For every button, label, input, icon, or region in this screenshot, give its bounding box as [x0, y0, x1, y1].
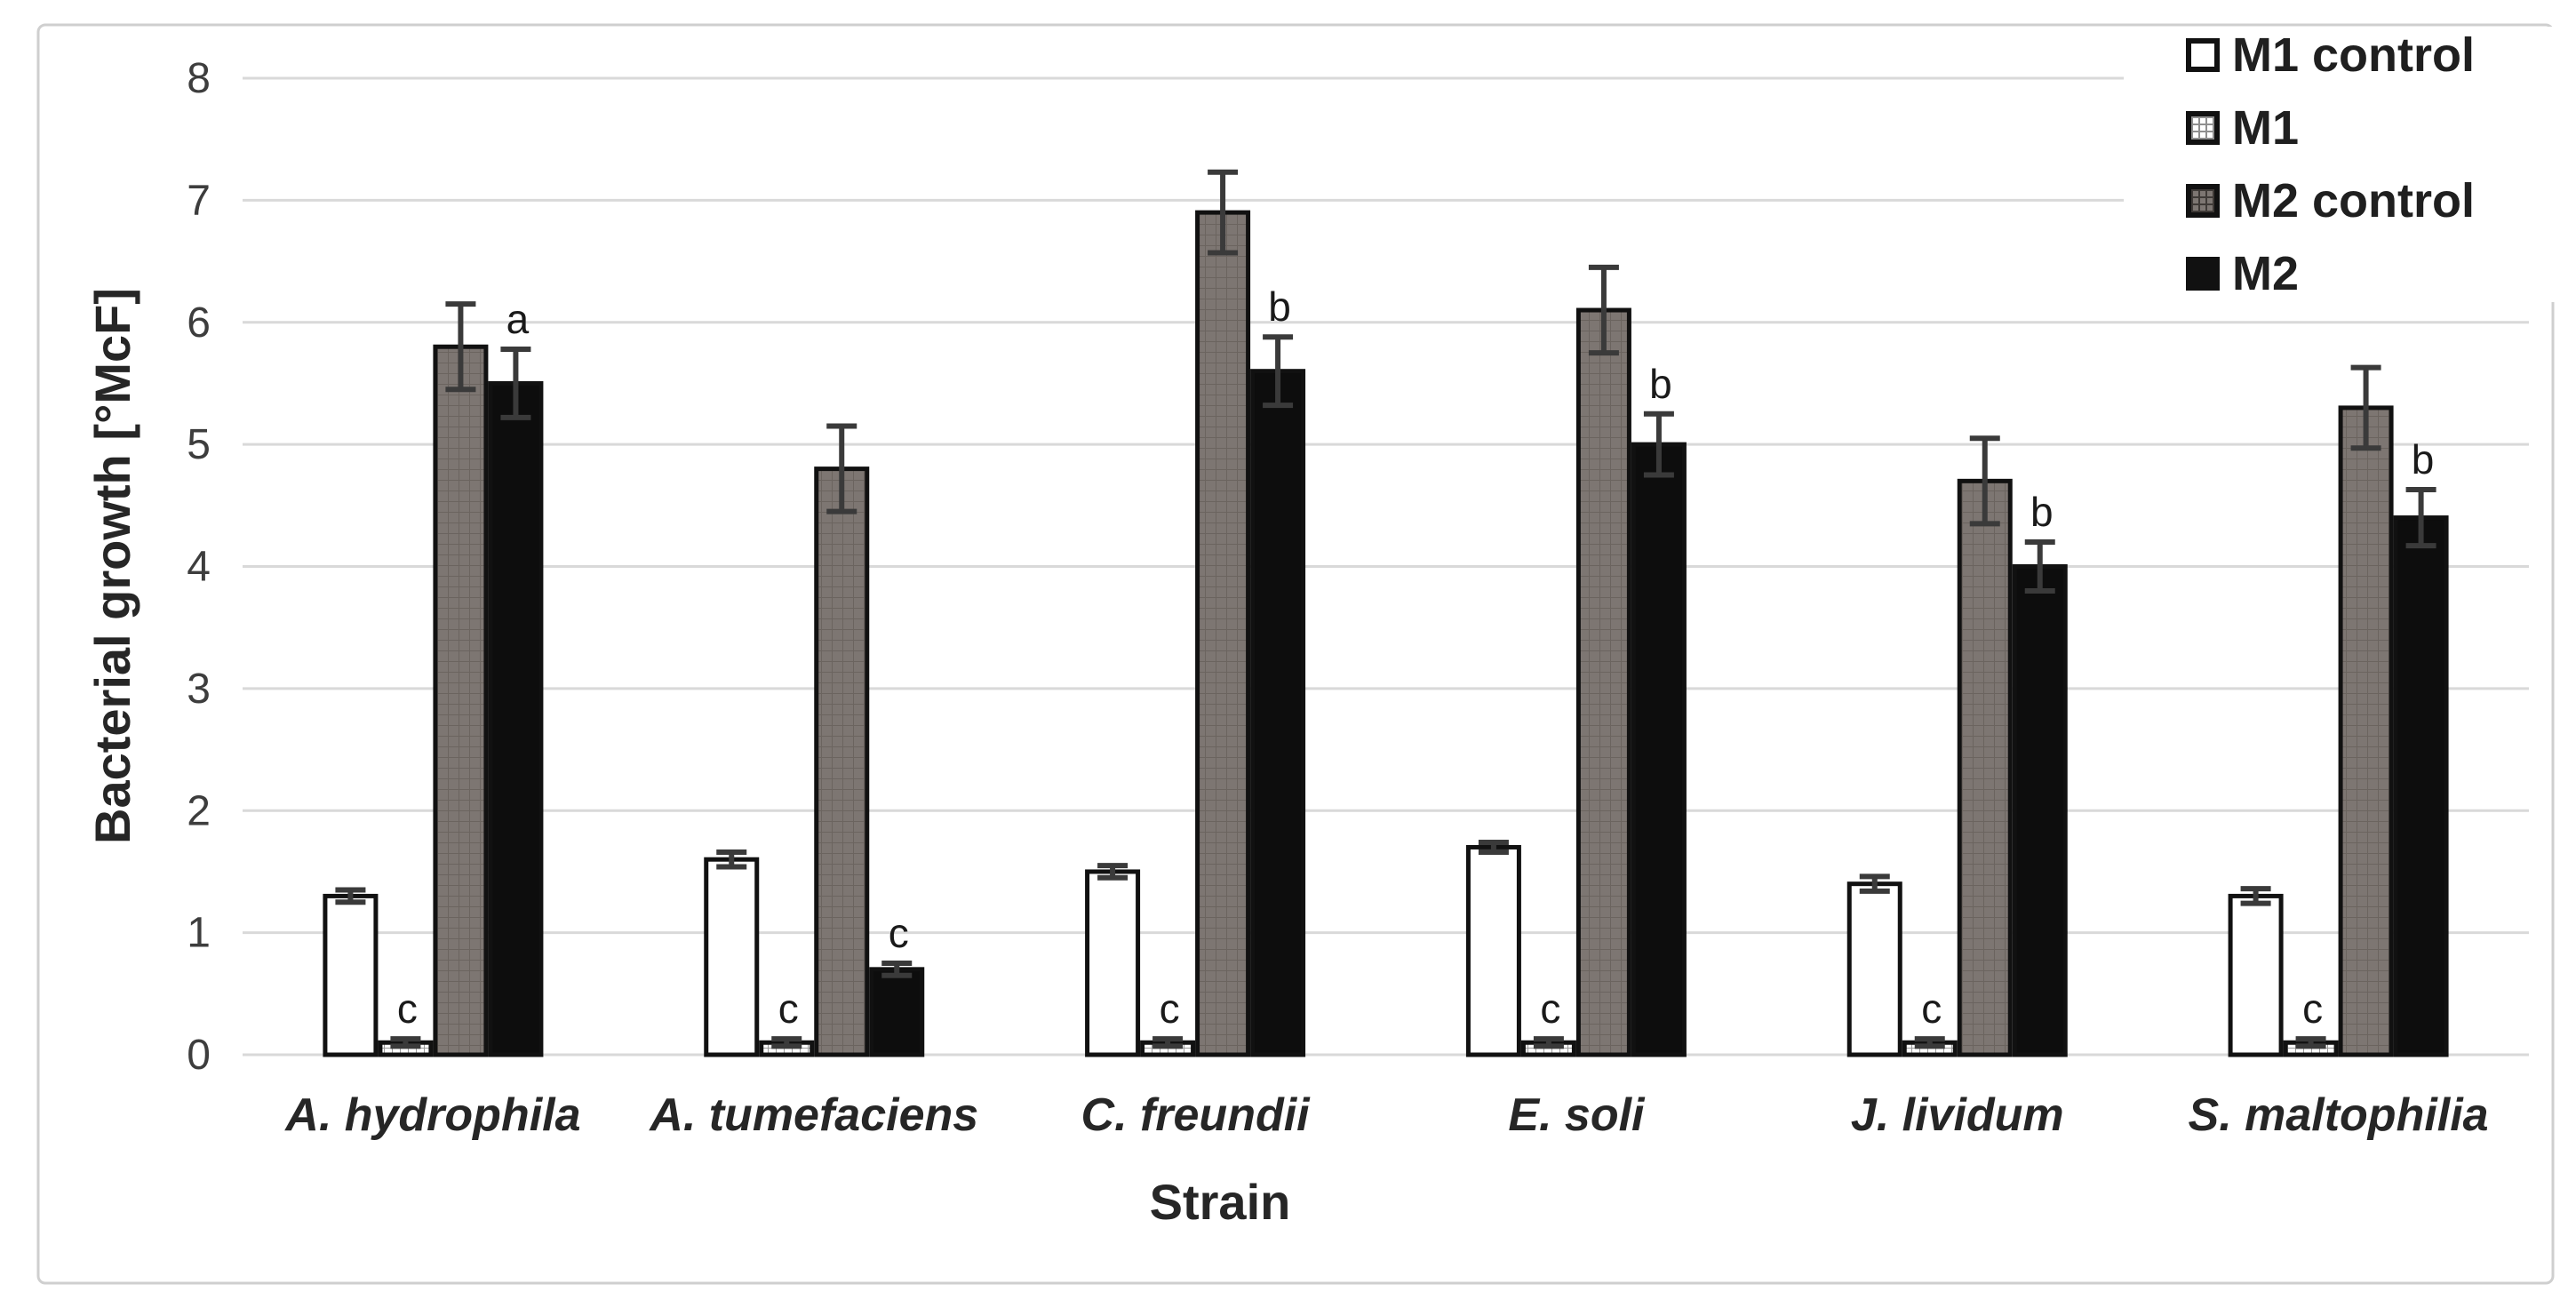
- ytick-label-7: 7: [187, 177, 211, 224]
- ytick-label-6: 6: [187, 299, 211, 347]
- gridlines: [243, 76, 2529, 1057]
- errorbar-m1-control-j-lividum: [1859, 873, 1890, 894]
- bar-m2-s-maltophilia: [2393, 515, 2449, 1057]
- errorbar-m2-control-j-lividum: [1969, 435, 2000, 527]
- legend-label-m2-control: M2 control: [2232, 174, 2476, 227]
- bar-m2-control-a-tumefaciens: [814, 467, 870, 1057]
- bar-m1-control-a-tumefaciens: [704, 857, 760, 1057]
- bar-m1-control-s-maltophilia: [2228, 893, 2284, 1057]
- errorbar-m1-a-tumefaciens: [771, 1036, 802, 1049]
- legend-label-m2: M2: [2232, 247, 2300, 300]
- errorbar-m2-s-maltophilia: [2405, 486, 2436, 549]
- sig-letter-b-m2-c-freundii: b: [1268, 283, 1291, 330]
- errorbar-m2-control-s-maltophilia: [2350, 364, 2381, 451]
- ytick-label-1: 1: [187, 910, 211, 957]
- errorbar-m1-e-soli: [1533, 1036, 1564, 1049]
- bar-m2-c-freundii: [1250, 369, 1306, 1057]
- bar-m2-control-e-soli: [1575, 307, 1631, 1057]
- errorbar-m1-control-c-freundii: [1097, 863, 1128, 881]
- sig-letter-c-m1-e-soli: c: [1540, 985, 1560, 1032]
- errorbar-m1-control-s-maltophilia: [2240, 886, 2271, 906]
- y-axis-tick-labels: 0 1 2 3 4 5 6 7 8: [187, 55, 211, 1079]
- errorbar-m1-control-a-tumefaciens: [716, 849, 747, 870]
- sig-letter-c-m2-a-tumefaciens: c: [889, 910, 909, 956]
- bar-m1-control-j-lividum: [1846, 881, 1902, 1057]
- xtick-label-c-freundii: C. freundii: [1081, 1089, 1312, 1141]
- bar-m2-control-j-lividum: [1957, 478, 2013, 1057]
- errorbar-m2-control-a-hydrophila: [445, 301, 476, 393]
- xtick-label-j-lividum: J. lividum: [1851, 1089, 2064, 1141]
- sig-letter-c-m1-j-lividum: c: [1921, 985, 1942, 1032]
- legend-item-m1: M1: [2186, 101, 2561, 155]
- ytick-label-3: 3: [187, 666, 211, 713]
- bar-m2-e-soli: [1631, 442, 1687, 1057]
- sig-letter-b-m2-j-lividum: b: [2030, 489, 2054, 535]
- sig-letter-c-m1-s-maltophilia: c: [2302, 985, 2323, 1032]
- legend-label-m1-control: M1 control: [2232, 28, 2476, 82]
- sig-letter-c-m1-c-freundii: c: [1160, 985, 1180, 1032]
- bar-m2-control-s-maltophilia: [2338, 405, 2394, 1057]
- ytick-label-8: 8: [187, 55, 211, 102]
- errorbar-m2-a-tumefaciens: [881, 960, 913, 978]
- errorbar-m2-control-e-soli: [1588, 264, 1619, 356]
- errorbar-m1-c-freundii: [1152, 1036, 1184, 1049]
- bar-m1-control-e-soli: [1465, 844, 1521, 1057]
- errorbar-m2-j-lividum: [2024, 539, 2055, 594]
- errorbar-m1-j-lividum: [1914, 1036, 1945, 1049]
- xtick-label-e-soli: E. soli: [1508, 1089, 1646, 1141]
- sig-letter-b-m2-e-soli: b: [1649, 361, 1672, 407]
- sig-letter-c-m1-a-tumefaciens: c: [778, 985, 799, 1032]
- errorbar-m2-control-a-tumefaciens: [826, 423, 857, 514]
- chart-legend: M1 control M1 M2 control M2: [2124, 27, 2561, 302]
- xtick-label-a-tumefaciens: A. tumefaciens: [648, 1089, 978, 1141]
- significance-letters: c c c c c c a c b b b b: [397, 283, 2434, 1032]
- errorbar-m2-c-freundii: [1263, 334, 1294, 409]
- legend-label-m1: M1: [2232, 101, 2300, 155]
- bar-m1-control-a-hydrophila: [323, 893, 379, 1057]
- errorbar-m2-a-hydrophila: [500, 346, 531, 420]
- sig-letter-b-m2-s-maltophilia: b: [2412, 436, 2435, 483]
- y-axis-title: Bacterial growth [°McF]: [84, 288, 140, 844]
- sig-letter-c-m1-a-hydrophila: c: [397, 985, 418, 1032]
- ytick-label-0: 0: [187, 1032, 211, 1079]
- sig-letter-a-m2-a-hydrophila: a: [506, 296, 530, 342]
- ytick-label-5: 5: [187, 421, 211, 468]
- x-axis-title: Strain: [1150, 1174, 1291, 1230]
- legend-item-m2-control: M2 control: [2186, 174, 2561, 227]
- ytick-label-4: 4: [187, 544, 211, 591]
- ytick-label-2: 2: [187, 787, 211, 834]
- errorbar-m1-control-e-soli: [1478, 839, 1509, 855]
- bar-m2-j-lividum: [2012, 564, 2068, 1057]
- bar-m2-a-hydrophila: [488, 380, 544, 1057]
- legend-item-m2: M2: [2186, 247, 2561, 300]
- errorbar-m1-a-hydrophila: [390, 1036, 421, 1049]
- xtick-label-a-hydrophila: A. hydrophila: [283, 1089, 580, 1141]
- legend-item-m1-control: M1 control: [2186, 28, 2561, 82]
- x-axis-category-labels: A. hydrophila A. tumefaciens C. freundii E.…: [283, 1089, 2488, 1141]
- errorbar-m2-control-c-freundii: [1208, 169, 1239, 256]
- legend-swatch-m2-control-icon: [2186, 184, 2220, 218]
- bar-m2-control-c-freundii: [1195, 210, 1251, 1057]
- errorbar-m2-e-soli: [1643, 411, 1674, 478]
- error-bars: [335, 169, 2436, 1049]
- errorbar-m1-s-maltophilia: [2295, 1036, 2326, 1049]
- bar-m2-control-a-hydrophila: [433, 344, 489, 1057]
- bar-series: [323, 210, 2449, 1057]
- errorbar-m1-control-a-hydrophila: [335, 887, 366, 905]
- legend-swatch-m2-icon: [2186, 257, 2220, 291]
- legend-swatch-m1-control-icon: [2186, 38, 2220, 72]
- bar-m2-a-tumefaciens: [869, 967, 925, 1057]
- xtick-label-s-maltophilia: S. maltophilia: [2189, 1089, 2489, 1141]
- legend-swatch-m1-icon: [2186, 111, 2220, 145]
- bar-m1-control-c-freundii: [1085, 869, 1141, 1057]
